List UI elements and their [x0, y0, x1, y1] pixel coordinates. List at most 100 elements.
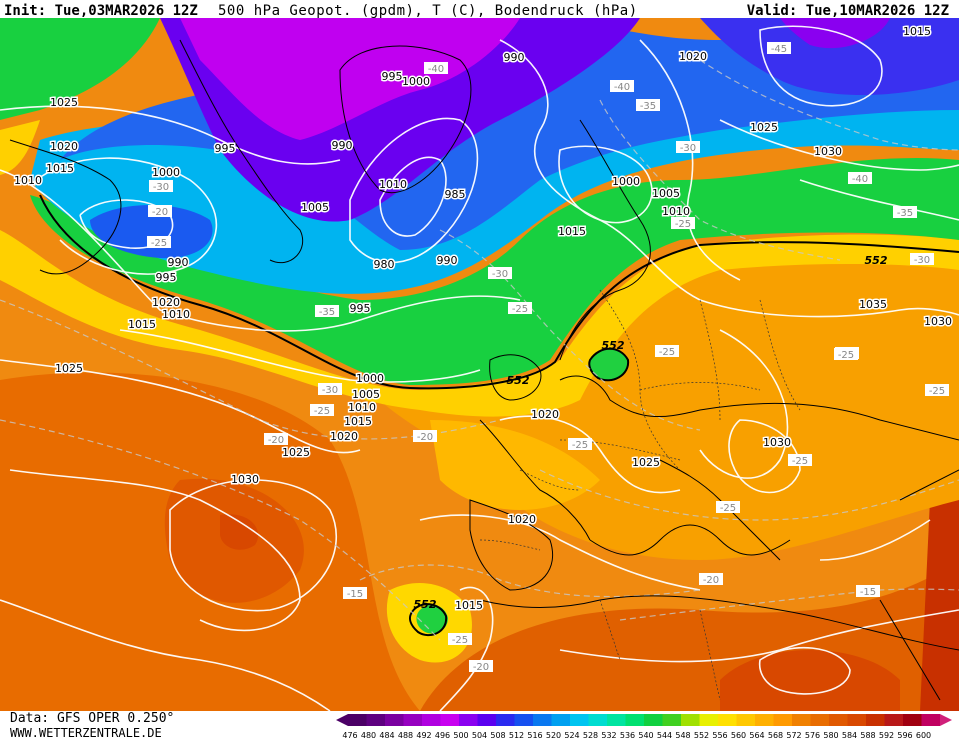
- temp-label: -35: [640, 101, 656, 112]
- temp-label-box: [848, 172, 872, 184]
- field-sahara: [720, 650, 900, 711]
- legend-tick: 488: [398, 731, 413, 740]
- legend-swatch: [718, 714, 737, 726]
- pressure-label: 1015: [903, 25, 931, 38]
- temp-label-box: [469, 660, 493, 672]
- temp-label: -35: [319, 307, 335, 318]
- legend-tick: 596: [897, 731, 912, 740]
- field-yellow-band: [0, 230, 959, 417]
- temp-label: -20: [473, 662, 489, 673]
- pressure-label: 1025: [50, 96, 78, 109]
- temp-label-box: [149, 180, 173, 192]
- legend-bar: [336, 714, 952, 726]
- legend-tick: 588: [860, 731, 875, 740]
- temp-label: -25: [572, 440, 588, 451]
- pressure-label: 990: [437, 254, 458, 267]
- temp-label-box: [413, 430, 437, 442]
- pressure-label: 990: [504, 51, 525, 64]
- legend-arrow-left: [336, 714, 348, 726]
- pressure-label: 1025: [55, 362, 83, 375]
- temp-label: -25: [512, 304, 528, 315]
- legend-ticks: 476 480 484 488 492 496 500 504 508 512 516 520 524 5…: [342, 731, 931, 740]
- legend-tick: 476: [342, 731, 357, 740]
- temp-label: -25: [151, 238, 167, 249]
- legend-swatch: [866, 714, 885, 726]
- legend-swatch: [348, 714, 367, 726]
- pressure-label: 1010: [162, 308, 190, 321]
- pressure-label: 1020: [152, 296, 180, 309]
- field-cutoff-green: [416, 604, 448, 634]
- legend-swatch: [903, 714, 922, 726]
- legend-tick: 500: [453, 731, 468, 740]
- label-552: 552: [507, 374, 530, 387]
- legend-tick: 484: [379, 731, 394, 740]
- pressure-label: 1005: [352, 388, 380, 401]
- field-arctic-low: [700, 18, 959, 95]
- label-552: 552: [865, 254, 888, 267]
- temp-label: -45: [771, 44, 787, 55]
- legend-tick: 576: [805, 731, 820, 740]
- temp-label-box: [488, 267, 512, 279]
- temp-label: -15: [860, 587, 876, 598]
- temp-label-box: [315, 305, 339, 317]
- temp-label-box: [343, 587, 367, 599]
- valid-time: Valid: Tue,10MAR2026 12Z: [746, 3, 949, 19]
- temp-label: -25: [929, 386, 945, 397]
- legend-tick: 600: [916, 731, 931, 740]
- pressure-label: 1030: [763, 436, 791, 449]
- legend-swatch: [773, 714, 792, 726]
- temp-label-box: [424, 62, 448, 74]
- legend-tick: 540: [638, 731, 653, 740]
- legend-swatch: [662, 714, 681, 726]
- pressure-label: 1005: [652, 187, 680, 200]
- legend-tick: 508: [490, 731, 505, 740]
- pressure-label: 985: [445, 188, 466, 201]
- pressure-label: 1015: [558, 225, 586, 238]
- legend-swatch: [533, 714, 552, 726]
- temp-label-box: [893, 206, 917, 218]
- pressure-label: 1020: [50, 140, 78, 153]
- legend-tick: 532: [601, 731, 616, 740]
- temp-label: -25: [659, 347, 675, 358]
- legend-swatch: [755, 714, 774, 726]
- legend-tick: 512: [509, 731, 524, 740]
- legend-tick: 580: [823, 731, 838, 740]
- borders: [479, 289, 801, 701]
- temp-label: -25: [720, 503, 736, 514]
- temp-label-box: [508, 302, 532, 314]
- pressure-label: 1015: [128, 318, 156, 331]
- pressure-label: 990: [168, 256, 189, 269]
- field-nw-yellow: [0, 120, 40, 175]
- pressure-label: 1030: [231, 473, 259, 486]
- pressure-label: 1005: [301, 201, 329, 214]
- temp-label: -25: [452, 635, 468, 646]
- temp-label: -30: [153, 182, 169, 193]
- temp-label: -40: [614, 82, 630, 93]
- temp-label: -15: [347, 589, 363, 600]
- contour-552-scandinavia: [588, 347, 630, 382]
- temp-label-box: [834, 348, 858, 360]
- legend-tick: 524: [564, 731, 579, 740]
- temp-label: -40: [852, 174, 868, 185]
- temp-label: -30: [322, 385, 338, 396]
- legend-tick: 544: [657, 731, 672, 740]
- legend-swatch: [921, 714, 940, 726]
- pressure-label: 1015: [455, 599, 483, 612]
- map-title: 500 hPa Geopot. (gpdm), T (C), Bodendruc…: [218, 3, 638, 19]
- temp-label-box: [610, 80, 634, 92]
- legend-swatch: [644, 714, 663, 726]
- map-header: Init: Tue,03MAR2026 12Z 500 hPa Geopot. …: [0, 0, 959, 22]
- temp-label-box: [910, 253, 934, 265]
- pressure-label: 1020: [679, 50, 707, 63]
- temp-label: -30: [492, 269, 508, 280]
- contour-552-cutoff: [409, 603, 448, 637]
- temp-label-box: [448, 633, 472, 645]
- legend-tick: 504: [472, 731, 487, 740]
- legend-swatch: [681, 714, 700, 726]
- legend-swatch: [829, 714, 848, 726]
- pressure-label: 1020: [330, 430, 358, 443]
- pressure-label: 1010: [348, 401, 376, 414]
- geopotential-552-labels: 552 552 552 552: [414, 254, 888, 611]
- pressure-label: 990: [332, 139, 353, 152]
- temp-label: -25: [838, 350, 854, 361]
